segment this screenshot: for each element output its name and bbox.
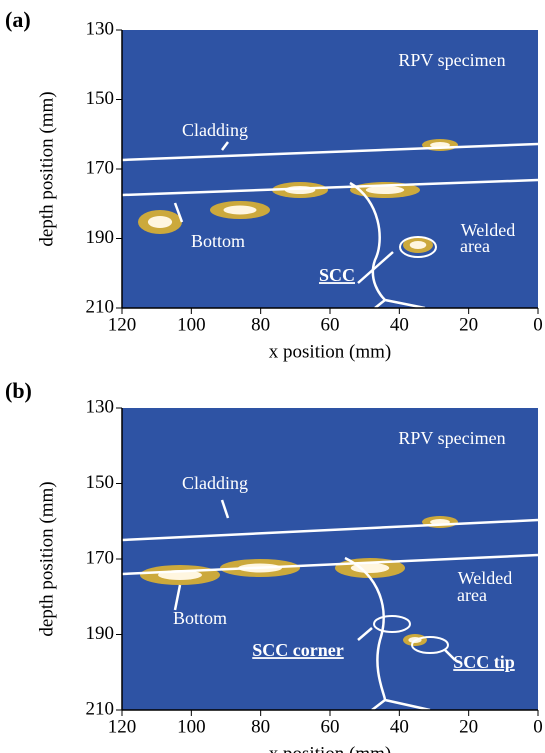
y-tick-label: 150 (86, 88, 115, 109)
x-tick-label: 100 (177, 314, 206, 335)
overlay-line (121, 142, 539, 162)
overlay-ellipse (411, 636, 449, 654)
overlay-line (357, 251, 394, 284)
y-tick-label: 130 (86, 18, 115, 39)
annotation: RPV specimen (398, 50, 505, 70)
y-tick-label: 210 (86, 698, 115, 719)
overlay-line (349, 181, 426, 310)
panel-label: (b) (5, 378, 32, 403)
annotation: Cladding (182, 473, 248, 493)
y-axis-label: depth position (mm) (36, 481, 57, 636)
y-tick-label: 170 (86, 157, 115, 178)
panel-label: (a) (5, 7, 31, 32)
scan-image (122, 30, 538, 308)
annotation: RPV specimen (398, 428, 505, 448)
y-axis-label: depth position (mm) (36, 91, 57, 246)
overlay-line (121, 553, 539, 576)
y-tick-label: 190 (86, 623, 115, 644)
x-tick-label: 100 (177, 716, 206, 737)
x-tick-label: 20 (459, 716, 478, 737)
overlay-ellipse (399, 236, 437, 258)
annotation: Welded (458, 568, 513, 588)
x-tick-label: 0 (533, 314, 543, 335)
echo-core (365, 186, 405, 194)
x-axis-label: x position (mm) (269, 743, 391, 753)
annotation: Bottom (173, 608, 227, 628)
annotation: area (460, 236, 490, 256)
overlay-line (221, 141, 229, 151)
echo-core (147, 216, 173, 228)
x-tick-label: 20 (459, 314, 478, 335)
annotation: Cladding (182, 120, 248, 140)
overlay-line (173, 202, 184, 223)
annotation: Bottom (191, 231, 245, 251)
echo-core (409, 241, 427, 249)
x-tick-label: 120 (108, 716, 137, 737)
annotation: Welded (461, 220, 516, 240)
overlay-line (344, 556, 431, 712)
overlay-line (220, 499, 230, 519)
x-axis-label: x position (mm) (269, 341, 391, 362)
x-tick-label: 40 (390, 314, 409, 335)
overlay-line (173, 584, 182, 611)
overlay-line (121, 518, 539, 542)
overlay-ellipse (373, 615, 411, 633)
y-tick-label: 190 (86, 227, 115, 248)
annotation: area (457, 585, 487, 605)
x-tick-label: 60 (321, 716, 340, 737)
x-tick-label: 0 (533, 716, 543, 737)
annotation: SCC corner (252, 640, 343, 660)
echo-core (223, 205, 257, 215)
y-tick-label: 130 (86, 396, 115, 417)
y-tick-label: 150 (86, 472, 115, 493)
y-tick-label: 170 (86, 547, 115, 568)
overlay-line (444, 649, 456, 661)
echo-core (350, 563, 390, 573)
x-tick-label: 120 (108, 314, 137, 335)
annotation: SCC tip (453, 652, 515, 672)
x-tick-label: 60 (321, 314, 340, 335)
overlay-line (121, 178, 539, 197)
x-tick-label: 80 (251, 716, 270, 737)
x-tick-label: 80 (251, 314, 270, 335)
y-tick-label: 210 (86, 296, 115, 317)
x-tick-label: 40 (390, 716, 409, 737)
annotation: SCC (319, 265, 355, 285)
overlay-line (357, 627, 373, 641)
